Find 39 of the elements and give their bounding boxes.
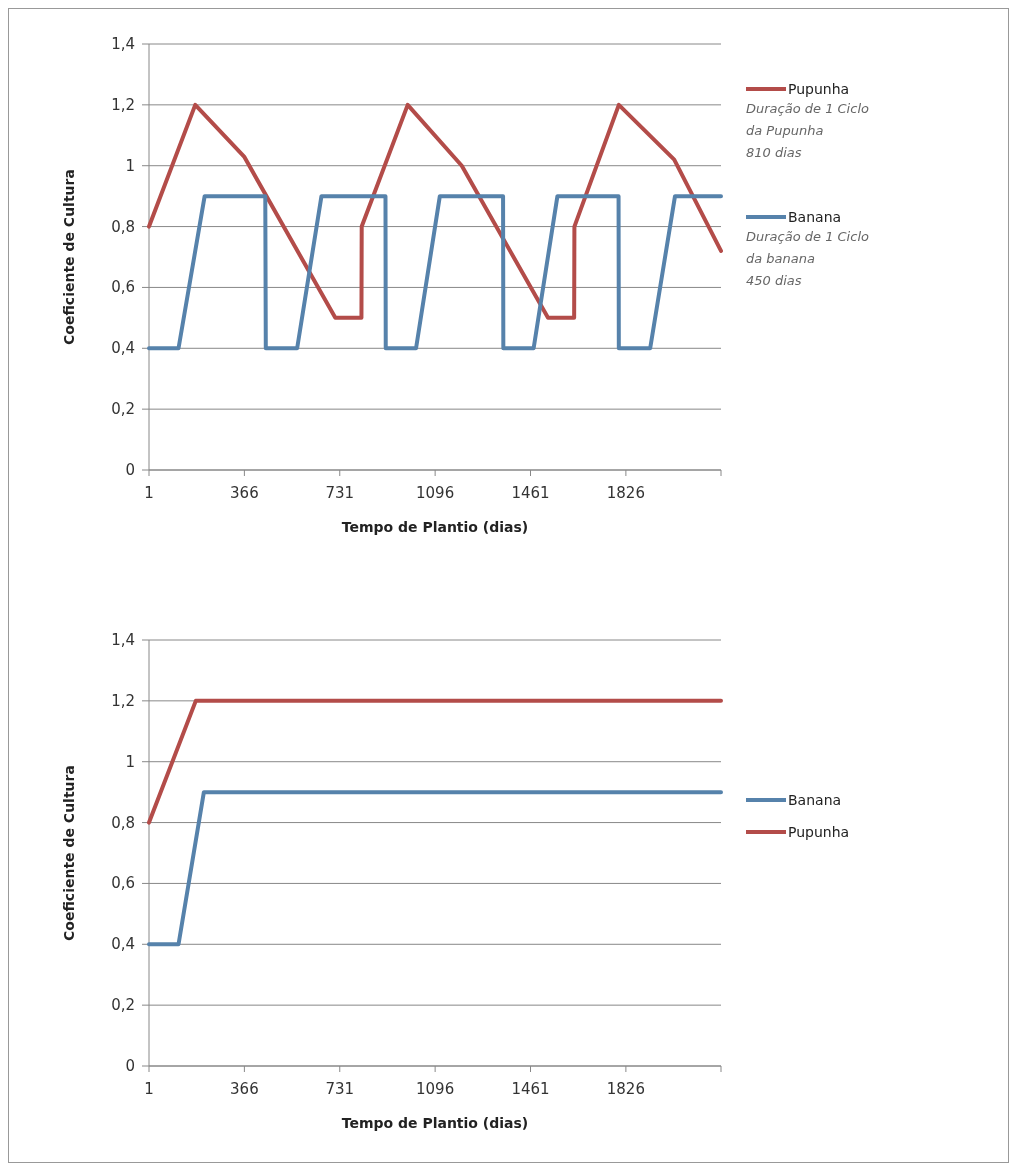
legend-label: Banana — [788, 209, 842, 225]
y-tick-label: 0,2 — [111, 400, 135, 419]
y-tick-label: 1 — [125, 752, 135, 771]
legend-label: Pupunha — [788, 81, 850, 97]
y-tick-label: 0,2 — [111, 996, 135, 1015]
x-tick-label: 731 — [325, 1080, 355, 1098]
y-tick-label: 1 — [125, 156, 135, 175]
y-tick-label: 0,4 — [111, 935, 135, 954]
x-tick-label: 1096 — [416, 484, 455, 502]
y-tick-label: 1,4 — [111, 631, 135, 649]
y-tick-label: 0 — [125, 461, 135, 479]
x-tick-label: 731 — [325, 484, 355, 502]
y-tick-label: 1,2 — [111, 691, 135, 710]
x-tick-label: 1826 — [606, 484, 645, 502]
text: Duração de 1 Ciclo da Pupunha 810 dias — [746, 101, 869, 160]
y-tick-label: 0,6 — [111, 278, 135, 297]
y-tick-label: 0,6 — [111, 874, 135, 893]
x-axis-title: Tempo de Plantio (dias) — [341, 519, 529, 535]
y-tick-label: 0 — [125, 1057, 135, 1075]
y-tick-label: 1,4 — [111, 35, 135, 53]
x-tick-label: 1826 — [606, 1080, 645, 1098]
x-tick-label: 1 — [144, 1080, 154, 1098]
y-tick-label: 0,8 — [111, 217, 135, 236]
y-tick-label: 1,2 — [111, 95, 135, 114]
y-axis-title: Coeficiente de Cultura — [61, 765, 77, 941]
legend-label: Banana — [788, 792, 842, 808]
x-tick-label: 1 — [144, 484, 154, 502]
x-tick-label: 366 — [230, 1080, 259, 1098]
y-tick-label: 0,4 — [111, 339, 135, 358]
x-axis-title: Tempo de Plantio (dias) — [341, 1115, 529, 1131]
text: Duração de 1 Ciclo da banana 450 dias — [746, 229, 869, 288]
x-tick-label: 1461 — [511, 1080, 550, 1098]
y-tick-label: 0,8 — [111, 813, 135, 832]
line-series — [147, 102, 723, 320]
y-axis-title: Coeficiente de Cultura — [61, 169, 77, 345]
x-tick-label: 1461 — [511, 484, 550, 502]
legend-label: Pupunha — [788, 824, 850, 840]
x-tick-label: 366 — [230, 484, 259, 502]
x-tick-label: 1096 — [416, 1080, 455, 1098]
